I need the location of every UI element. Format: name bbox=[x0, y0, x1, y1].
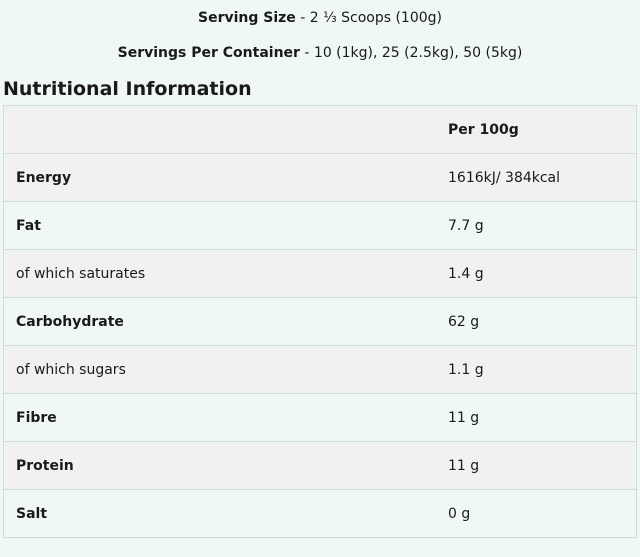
nutrient-name: Energy bbox=[3, 153, 448, 202]
nutrient-value: 0 g bbox=[448, 489, 637, 538]
servings-per-container-value: - 10 (1kg), 25 (2.5kg), 50 (5kg) bbox=[304, 45, 523, 61]
table-row: Salt 0 g bbox=[3, 489, 637, 538]
nutrient-value: 62 g bbox=[448, 297, 637, 346]
serving-size-label: Serving Size bbox=[197, 10, 296, 26]
header-value: Per 100g bbox=[448, 105, 637, 154]
serving-size-value: - 2 ⅓ Scoops (100g) bbox=[300, 10, 442, 26]
nutrient-value: 1616kJ/ 384kcal bbox=[448, 153, 637, 202]
table-row: Fibre 11 g bbox=[3, 393, 637, 442]
nutrient-name: Salt bbox=[3, 489, 448, 538]
table-row: Carbohydrate 62 g bbox=[3, 297, 637, 346]
nutrient-value: 7.7 g bbox=[448, 201, 637, 250]
nutrient-value: 11 g bbox=[448, 393, 637, 442]
table-row: Energy 1616kJ/ 384kcal bbox=[3, 153, 637, 202]
servings-per-container: Servings Per Container - 10 (1kg), 25 (2… bbox=[0, 42, 640, 64]
nutrient-name: Carbohydrate bbox=[3, 297, 448, 346]
table-header-row: Per 100g bbox=[3, 105, 637, 154]
table-row: of which saturates 1.4 g bbox=[3, 249, 637, 298]
nutrient-name: of which sugars bbox=[3, 345, 448, 394]
nutrient-name: Fibre bbox=[3, 393, 448, 442]
table-row: Protein 11 g bbox=[3, 441, 637, 490]
section-title: Nutritional Information bbox=[3, 78, 252, 100]
servings-per-container-label: Servings Per Container bbox=[117, 45, 300, 61]
header-name bbox=[3, 105, 448, 154]
table-row: of which sugars 1.1 g bbox=[3, 345, 637, 394]
nutrient-name: Fat bbox=[3, 201, 448, 250]
nutrient-name: Protein bbox=[3, 441, 448, 490]
nutrient-value: 11 g bbox=[448, 441, 637, 490]
serving-size: Serving Size - 2 ⅓ Scoops (100g) bbox=[0, 0, 640, 29]
nutrient-value: 1.4 g bbox=[448, 249, 637, 298]
nutrient-value: 1.1 g bbox=[448, 345, 637, 394]
nutrition-table: Per 100g Energy 1616kJ/ 384kcal Fat 7.7 g of… bbox=[3, 105, 637, 538]
nutrient-name: of which saturates bbox=[3, 249, 448, 298]
table-row: Fat 7.7 g bbox=[3, 201, 637, 250]
